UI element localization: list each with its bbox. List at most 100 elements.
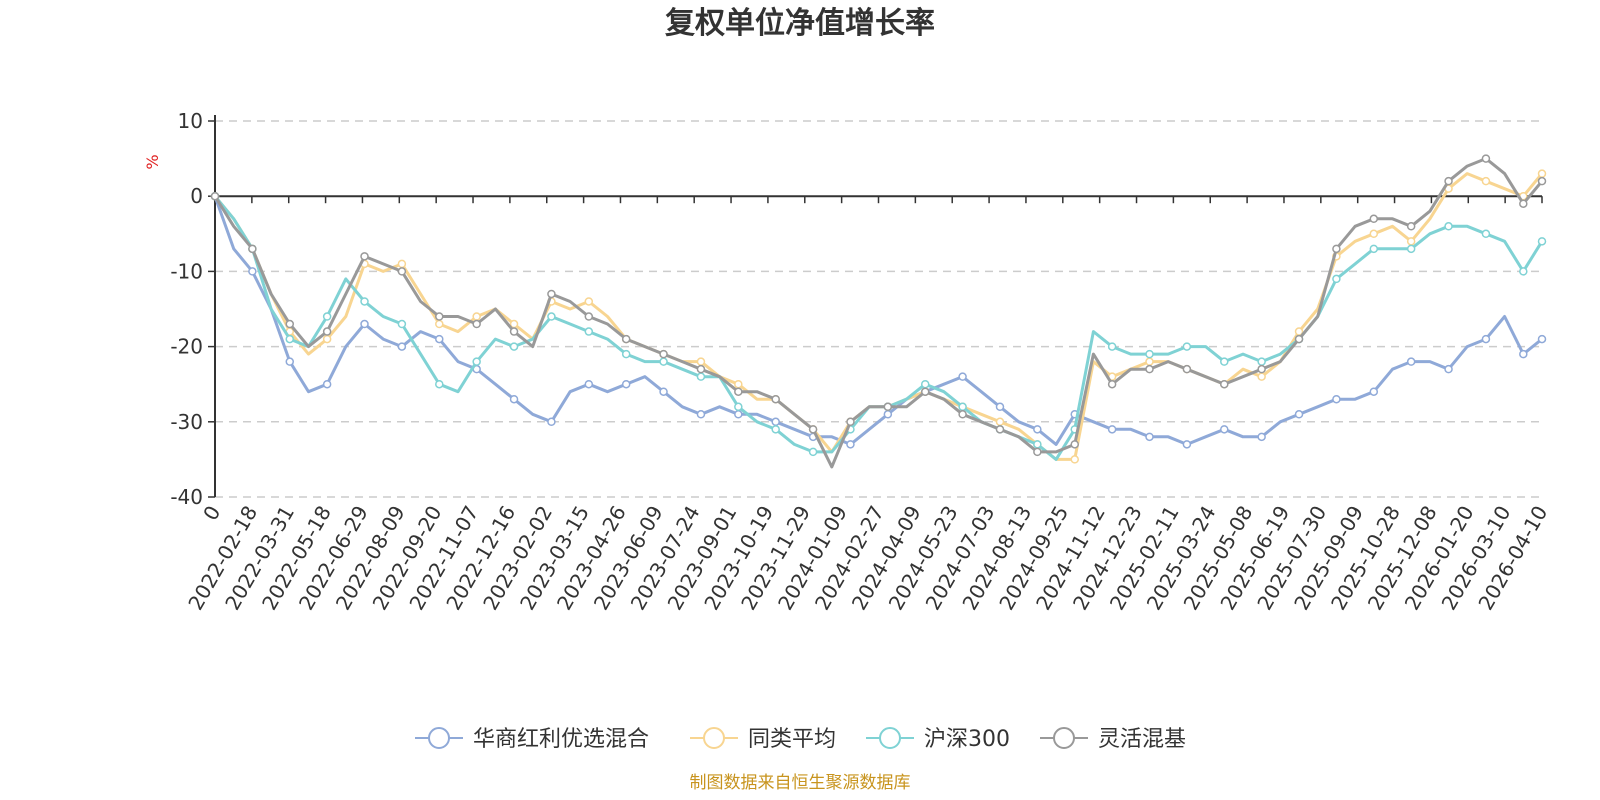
data-point — [1182, 440, 1192, 449]
data-point — [285, 357, 295, 366]
data-point — [435, 379, 444, 389]
data-point — [397, 259, 407, 269]
data-point — [1537, 237, 1547, 246]
data-point — [285, 319, 295, 329]
legend-label: 灵活混基 — [1098, 727, 1186, 752]
data-point — [547, 312, 556, 321]
data-point — [696, 410, 706, 419]
legend-label: 沪深300 — [924, 727, 1010, 752]
data-point — [1369, 229, 1379, 239]
y-tick-label: 0 — [190, 184, 203, 208]
data-point — [696, 357, 706, 366]
data-point — [1481, 229, 1491, 239]
data-point — [1145, 357, 1154, 366]
data-point — [920, 379, 930, 389]
data-point — [435, 334, 444, 344]
legend-item-3[interactable]: 灵活混基 — [1040, 727, 1186, 752]
data-point — [435, 319, 444, 329]
data-point — [1537, 169, 1547, 178]
data-point — [958, 372, 967, 381]
data-point — [1519, 267, 1528, 276]
y-tick-label: -30 — [170, 410, 203, 434]
data-point — [1444, 222, 1453, 231]
data-point — [1406, 237, 1416, 246]
data-point — [1369, 214, 1379, 224]
data-point — [883, 402, 893, 412]
data-point — [1145, 432, 1154, 442]
data-point — [659, 349, 668, 359]
legend-item-0[interactable]: 华商红利优选混合 — [415, 727, 649, 752]
data-point — [734, 387, 743, 396]
legend-item-1[interactable]: 同类平均 — [690, 727, 836, 752]
legend[interactable]: 华商红利优选混合 同类平均 沪深300 灵活混基 — [415, 727, 1186, 752]
y-tick-label: 10 — [178, 109, 203, 133]
data-point — [621, 349, 631, 359]
data-point — [210, 191, 220, 201]
data-point — [1369, 244, 1379, 254]
data-point — [1220, 425, 1229, 434]
data-point — [1070, 455, 1079, 464]
data-point — [322, 379, 332, 389]
legend-label: 华商红利优选混合 — [473, 727, 649, 752]
data-point — [248, 267, 257, 276]
data-point — [547, 417, 556, 427]
data-point — [1107, 379, 1117, 389]
y-tick-label: -10 — [170, 259, 203, 283]
data-point — [920, 387, 930, 396]
legend-marker — [703, 727, 725, 749]
data-point — [1406, 222, 1416, 231]
data-point — [958, 402, 967, 412]
data-point — [883, 410, 893, 419]
data-point — [1033, 425, 1042, 434]
data-point — [472, 319, 481, 329]
data-point — [995, 402, 1005, 412]
data-point — [846, 417, 855, 427]
data-point — [1537, 176, 1547, 186]
data-point — [1332, 244, 1341, 254]
data-point — [1257, 357, 1266, 366]
data-point — [621, 334, 631, 344]
data-point — [322, 334, 332, 344]
legend-marker — [1053, 727, 1075, 749]
data-point — [771, 417, 780, 427]
data-point — [734, 379, 743, 389]
data-point — [360, 319, 369, 329]
legend-label: 同类平均 — [748, 727, 836, 752]
data-point — [1257, 432, 1266, 442]
data-point — [397, 267, 407, 276]
data-point — [1070, 440, 1079, 449]
x-tick-label: 0 — [198, 502, 225, 525]
data-point — [322, 327, 332, 336]
data-point — [1519, 349, 1528, 359]
data-point — [1369, 387, 1379, 396]
data-point — [285, 334, 295, 344]
data-point — [1444, 176, 1453, 186]
data-point — [1481, 176, 1491, 186]
data-point — [472, 312, 481, 321]
data-point — [584, 327, 594, 336]
data-point — [472, 357, 481, 366]
data-point — [771, 394, 780, 404]
data-point — [659, 357, 668, 366]
data-point — [322, 312, 332, 321]
data-point — [584, 379, 594, 389]
data-point — [1182, 364, 1192, 374]
data-point — [659, 387, 668, 396]
grid-lines — [215, 120, 1542, 498]
data-point — [1220, 379, 1229, 389]
data-point — [1033, 440, 1042, 449]
data-point — [995, 425, 1005, 434]
data-point — [846, 440, 855, 449]
chart-title: 复权单位净值增长率 — [665, 6, 935, 41]
data-point — [995, 417, 1005, 427]
legend-marker — [428, 727, 450, 749]
data-point — [696, 364, 706, 374]
data-point — [360, 297, 369, 306]
legend-item-2[interactable]: 沪深300 — [866, 727, 1010, 752]
data-point — [584, 297, 594, 306]
data-point — [808, 425, 818, 434]
data-point — [547, 289, 556, 299]
data-source-note: 制图数据来自恒生聚源数据库 — [690, 773, 911, 793]
data-point — [1220, 357, 1229, 366]
data-point — [360, 252, 369, 261]
